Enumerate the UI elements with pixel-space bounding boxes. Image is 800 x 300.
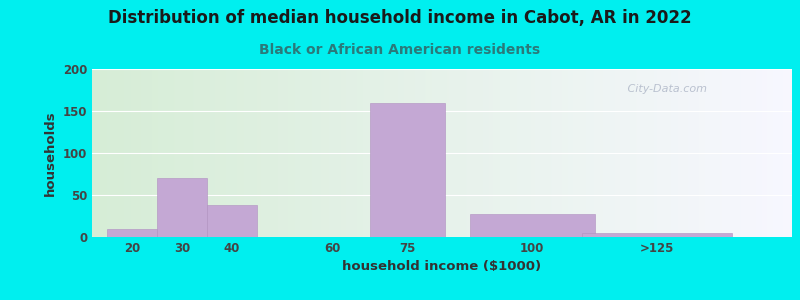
Y-axis label: households: households xyxy=(44,110,57,196)
Bar xyxy=(470,214,594,237)
Text: City-Data.com: City-Data.com xyxy=(624,84,707,94)
Text: Distribution of median household income in Cabot, AR in 2022: Distribution of median household income … xyxy=(108,9,692,27)
Bar xyxy=(207,205,257,237)
Bar xyxy=(157,178,207,237)
Bar xyxy=(582,233,732,237)
Text: Black or African American residents: Black or African American residents xyxy=(259,44,541,58)
Bar xyxy=(107,229,157,237)
X-axis label: household income ($1000): household income ($1000) xyxy=(342,260,542,273)
Bar xyxy=(370,103,445,237)
